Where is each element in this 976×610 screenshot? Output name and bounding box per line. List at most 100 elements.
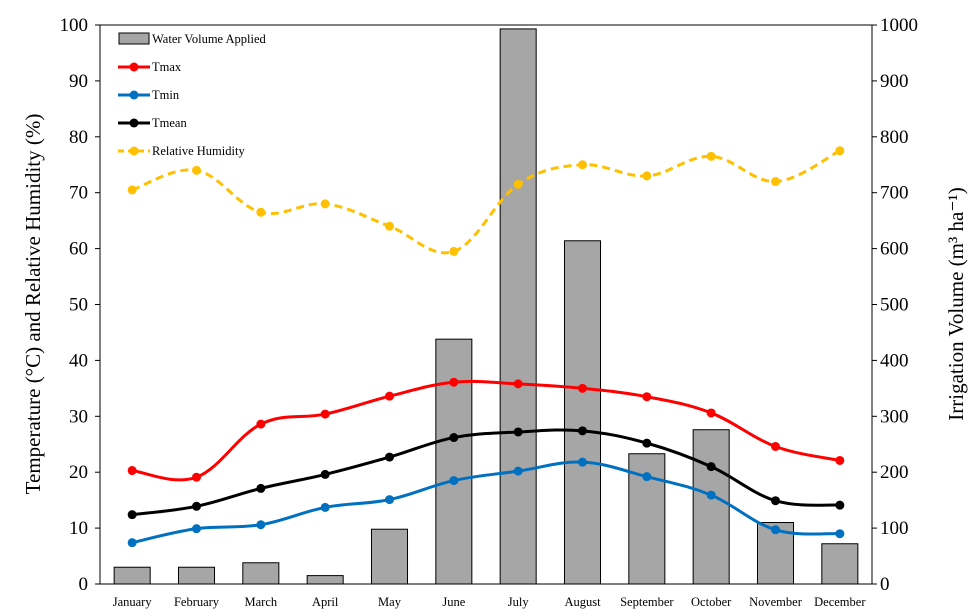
left-tick-label: 100 — [60, 15, 89, 36]
legend-swatch-water-volume-applied — [118, 32, 150, 45]
lines-layer — [127, 146, 845, 548]
point-relative-humidity-november — [771, 177, 780, 187]
point-tmax-august — [578, 383, 587, 393]
point-relative-humidity-march — [256, 207, 266, 217]
left-tick-label: 60 — [69, 239, 88, 260]
point-relative-humidity-august — [578, 160, 587, 170]
series-line-tmax — [131, 379, 841, 482]
legend-label-relative-humidity: Relative Humidity — [152, 144, 245, 158]
bar-january — [113, 566, 151, 585]
right-tick-label: 300 — [880, 406, 909, 427]
left-tick-label: 20 — [69, 462, 88, 483]
bar-october — [692, 429, 730, 585]
bars-layer — [113, 28, 859, 585]
x-tick-label-may: May — [378, 595, 402, 609]
point-relative-humidity-january — [127, 185, 137, 195]
point-tmean-april — [320, 469, 330, 479]
point-relative-humidity-september — [642, 171, 652, 181]
bar-february — [177, 566, 216, 585]
legend-marker-tmin — [129, 90, 139, 100]
series-line-tmean — [131, 428, 840, 517]
left-tick-label: 10 — [69, 518, 88, 539]
point-tmin-august — [578, 457, 587, 467]
right-tick-label: 600 — [880, 239, 909, 260]
x-tick-label-november: November — [749, 595, 803, 609]
right-tick-label: 700 — [880, 183, 909, 204]
point-tmin-march — [256, 520, 266, 530]
point-tmin-october — [706, 490, 716, 500]
right-tick-label: 100 — [880, 518, 909, 539]
legend-label-tmin: Tmin — [152, 88, 180, 102]
point-tmean-october — [706, 462, 716, 472]
legend: Water Volume Applied Tmax Tmin Tmean Rel… — [118, 32, 267, 158]
point-tmax-june — [449, 377, 459, 387]
series-line-tmin — [131, 460, 840, 545]
right-tick-label: 500 — [880, 295, 909, 316]
legend-marker-relative-humidity — [129, 146, 139, 156]
x-tick-label-august: August — [564, 595, 601, 609]
point-tmin-december — [835, 529, 845, 539]
point-tmean-march — [256, 483, 266, 493]
left-tick-label: 0 — [79, 574, 89, 595]
right-tick-label: 900 — [880, 71, 909, 92]
point-relative-humidity-february — [192, 165, 201, 175]
series-line-relative-humidity — [131, 149, 841, 255]
bar-july — [499, 28, 537, 585]
right-tick-label: 1000 — [880, 15, 918, 36]
x-tick-label-september: September — [620, 595, 674, 609]
bar-august — [563, 240, 602, 585]
legend-marker-tmean — [129, 118, 139, 128]
x-tick-label-october: October — [691, 595, 732, 609]
point-tmean-december — [835, 500, 845, 510]
point-tmax-march — [256, 419, 266, 429]
left-tick-label: 50 — [69, 295, 88, 316]
legend-marker-tmax — [129, 62, 139, 72]
point-relative-humidity-june — [449, 246, 459, 256]
right-tick-label: 0 — [880, 574, 890, 595]
right-tick-label: 400 — [880, 350, 909, 371]
point-tmax-april — [320, 409, 330, 419]
x-tick-label-april: April — [312, 595, 339, 609]
point-tmin-september — [642, 472, 652, 482]
point-tmin-january — [127, 538, 137, 548]
legend-label-water-volume-applied: Water Volume Applied — [152, 32, 267, 46]
point-relative-humidity-december — [835, 146, 845, 156]
point-tmean-january — [127, 510, 137, 520]
point-tmean-may — [385, 452, 394, 462]
point-tmean-november — [771, 496, 780, 506]
point-tmin-july — [513, 466, 523, 476]
point-tmean-february — [192, 501, 201, 511]
left-tick-label: 30 — [69, 406, 88, 427]
x-tick-label-march: March — [245, 595, 278, 609]
bar-june — [435, 338, 473, 585]
point-relative-humidity-october — [706, 151, 716, 161]
left-tick-label: 40 — [69, 350, 88, 371]
point-tmax-january — [127, 466, 137, 476]
point-tmax-december — [835, 455, 845, 465]
point-relative-humidity-may — [385, 221, 394, 231]
point-relative-humidity-april — [320, 199, 330, 209]
point-tmin-november — [771, 525, 780, 535]
x-tick-label-february: February — [174, 595, 220, 609]
point-tmax-february — [192, 472, 201, 482]
left-axis-title: Temperature (°C) and Relative Humidity (… — [21, 114, 45, 495]
x-tick-label-january: January — [113, 595, 153, 609]
point-tmax-september — [642, 392, 652, 402]
left-tick-label: 70 — [69, 183, 88, 204]
x-tick-label-june: June — [442, 595, 465, 609]
bar-december — [821, 543, 859, 585]
bar-march — [242, 562, 280, 585]
point-tmax-november — [771, 441, 780, 451]
legend-label-tmean: Tmean — [152, 116, 187, 130]
point-tmax-july — [513, 379, 523, 389]
left-tick-label: 90 — [69, 71, 88, 92]
point-relative-humidity-july — [513, 179, 523, 189]
right-tick-label: 200 — [880, 462, 909, 483]
bar-april — [306, 575, 344, 585]
point-tmean-august — [578, 426, 587, 436]
point-tmin-may — [385, 495, 394, 505]
point-tmin-june — [449, 476, 459, 486]
x-tick-label-july: July — [508, 595, 530, 609]
point-tmax-october — [706, 408, 716, 418]
